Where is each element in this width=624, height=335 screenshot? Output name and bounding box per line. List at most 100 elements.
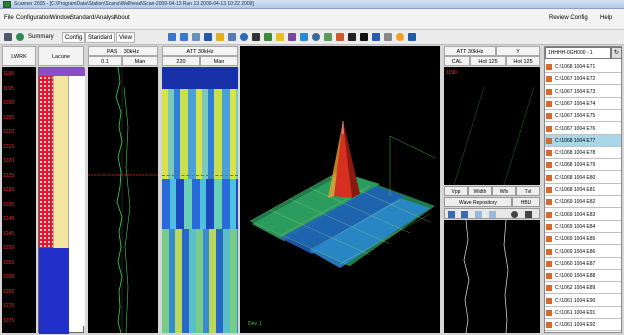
curve-sub-a[interactable]: 0.1 — [88, 56, 122, 66]
curve-sub-b[interactable]: Man — [122, 56, 158, 66]
filter-icon[interactable] — [324, 33, 332, 41]
menu-configuration[interactable]: Configuration — [16, 15, 52, 21]
list-item-label: C:\1068 1004 E71 — [555, 64, 596, 70]
view-button[interactable]: View — [116, 32, 135, 43]
list-item[interactable]: C:\1060 1004 E87 — [545, 257, 621, 270]
attn-top-band — [162, 67, 238, 89]
depth-label: 1200 — [3, 100, 15, 106]
list-item[interactable]: C:\1067 1004 E74 — [545, 97, 621, 110]
depth-label: 1270 — [3, 303, 15, 309]
pen-icon[interactable] — [348, 33, 356, 41]
waveform-plot — [444, 219, 540, 334]
list-item[interactable]: C:\1068 1004 E79 — [545, 159, 621, 172]
zoom-icon[interactable] — [192, 33, 200, 41]
list-item[interactable]: C:\1068 1004 E78 — [545, 147, 621, 160]
grid-icon[interactable] — [4, 33, 12, 41]
track-header-lwrk: LWRK — [2, 46, 36, 66]
list-item[interactable]: C:\1068 1004 E80 — [545, 171, 621, 184]
track-header-lacune: Lacune — [38, 46, 84, 66]
standard-button[interactable]: Standard — [85, 32, 116, 43]
folder-icon[interactable] — [216, 33, 224, 41]
right-sub-b[interactable]: Hot 125 — [470, 56, 506, 66]
depth-label: 1275 — [3, 317, 15, 324]
curve-plot — [88, 66, 158, 334]
list-item[interactable]: C:\1069 1004 E84 — [545, 220, 621, 233]
depth-label: 1240 — [3, 216, 15, 222]
list-item[interactable]: C:\1068 1004 E77 — [545, 134, 621, 147]
fit-icon[interactable] — [525, 211, 532, 218]
lacune-blue-zone — [39, 248, 69, 334]
list-item[interactable]: C:\1068 1004 E71 — [545, 61, 621, 73]
right-sub-a[interactable]: CAL — [444, 56, 470, 66]
back-icon[interactable] — [475, 211, 482, 218]
depth-label: 1245 — [3, 230, 15, 237]
settings-icon[interactable] — [312, 33, 320, 41]
menu-standard-analyst[interactable]: Standard/Analyst — [70, 15, 116, 21]
surface-3d-view[interactable]: Dev. 1 — [240, 46, 440, 333]
attn-sub-b[interactable]: Man — [200, 56, 238, 66]
attn-green-zone — [162, 229, 238, 333]
warning-icon[interactable] — [276, 33, 284, 41]
prev-icon[interactable] — [461, 211, 468, 218]
menu-file[interactable]: File — [4, 15, 14, 21]
scan-list-panel: 1HHHH-0GH000 - 1 ↻ C:\1068 1004 E71 C:\10… — [544, 46, 622, 333]
help-button[interactable]: Help — [600, 15, 613, 21]
right-sub-c[interactable]: Hot 125 — [506, 56, 540, 66]
home-icon[interactable] — [448, 211, 455, 218]
summary-button[interactable]: Summary — [28, 34, 54, 40]
tvl-button[interactable]: Tvl — [516, 186, 540, 196]
list-item[interactable]: C:\1069 1004 E82 — [545, 196, 621, 209]
list-item[interactable]: C:\1067 1004 E76 — [545, 122, 621, 135]
list-item[interactable]: C:\1067 1004 E75 — [545, 110, 621, 123]
depth-label: 1220 — [3, 158, 15, 164]
list-item[interactable]: C:\1069 1004 E86 — [545, 245, 621, 258]
list-item[interactable]: C:\1060 1004 E88 — [545, 270, 621, 283]
wfx-button[interactable]: Wfx — [492, 186, 516, 196]
stop-icon[interactable] — [360, 33, 368, 41]
right-depth-label: 1190 — [446, 70, 457, 76]
list-item[interactable]: C:\1069 1004 E85 — [545, 233, 621, 246]
list-item[interactable]: C:\1061 1004 E91 — [545, 307, 621, 319]
save-icon[interactable] — [204, 33, 212, 41]
disk-icon[interactable] — [408, 33, 416, 41]
scan-dropdown[interactable]: 1HHHH-0GH000 - 1 — [545, 47, 611, 59]
zoom-in-icon[interactable] — [511, 211, 518, 218]
arrow-left-icon[interactable] — [168, 33, 176, 41]
add-icon[interactable] — [16, 33, 24, 41]
network-icon[interactable] — [372, 33, 380, 41]
hbu-button[interactable]: HBU — [512, 197, 540, 207]
attn-sub-a[interactable]: 220 — [162, 56, 200, 66]
curve-title-b: 30kHz — [123, 49, 140, 55]
globe-icon[interactable] — [240, 33, 248, 41]
vpp-button[interactable]: Vpp — [444, 186, 468, 196]
config-button[interactable]: Config — [62, 32, 86, 43]
list-item-label: C:\1061 1004 E92 — [555, 322, 596, 329]
list-item[interactable]: C:\1067 1004 E72 — [545, 73, 621, 86]
list-item[interactable]: C:\1061 1004 E92 — [545, 319, 621, 332]
forward-icon[interactable] — [489, 211, 496, 218]
refresh-list-icon[interactable]: ↻ — [611, 47, 622, 59]
right-curve — [453, 86, 535, 186]
tool-icon[interactable] — [336, 33, 344, 41]
arrow-right-icon[interactable] — [180, 33, 188, 41]
lacune-top-band — [39, 68, 85, 76]
width-button[interactable]: Width — [468, 186, 492, 196]
list-item[interactable]: C:\1069 1004 E83 — [545, 208, 621, 221]
list-item[interactable]: C:\1068 1004 E81 — [545, 184, 621, 196]
chart-icon[interactable] — [264, 33, 272, 41]
waveform-curve — [463, 219, 509, 334]
attn-map — [162, 67, 238, 333]
light-icon[interactable] — [396, 33, 404, 41]
refresh-icon[interactable] — [300, 33, 308, 41]
camera-icon[interactable] — [252, 33, 260, 41]
list-item[interactable]: C:\1061 1004 E90 — [545, 294, 621, 307]
list-item-label: C:\1068 1004 E79 — [555, 162, 596, 169]
review-config-button[interactable]: Review Config — [549, 15, 588, 21]
layers-icon[interactable] — [288, 33, 296, 41]
menu-window[interactable]: Window — [50, 15, 72, 21]
list-item[interactable]: C:\1067 1004 E73 — [545, 85, 621, 98]
grid-view-icon[interactable] — [228, 33, 236, 41]
depth-label: 1205 — [3, 114, 15, 121]
menu-about[interactable]: About — [114, 15, 130, 21]
list-item[interactable]: C:\1062 1004 E89 — [545, 282, 621, 295]
